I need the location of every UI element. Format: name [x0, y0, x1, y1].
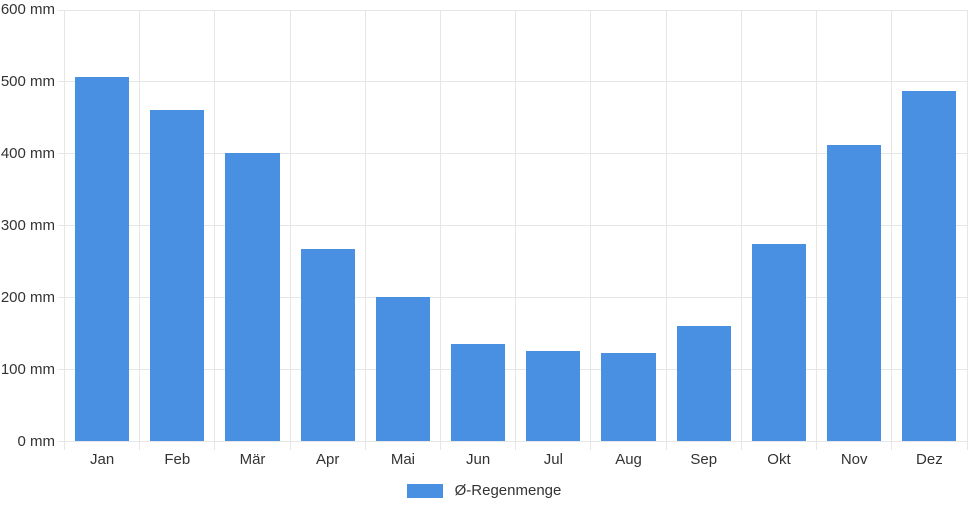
bar-jun[interactable] — [451, 344, 506, 442]
bar-sep[interactable] — [676, 326, 731, 442]
bar-jan[interactable] — [75, 76, 130, 442]
x-axis-tick-label: Feb — [164, 451, 191, 468]
bar-dez[interactable] — [902, 91, 957, 442]
bar-nov[interactable] — [827, 145, 882, 442]
y-axis-tick-label: 100 mm — [0, 360, 55, 378]
x-gridline — [816, 10, 818, 450]
bar-apr[interactable] — [300, 248, 355, 442]
x-gridline — [364, 10, 366, 450]
x-gridline — [440, 10, 442, 450]
y-axis-tick-label: 0 mm — [17, 432, 56, 450]
bar-jul[interactable] — [526, 350, 581, 442]
legend[interactable]: Ø-Regenmenge — [0, 482, 968, 499]
x-axis-tick-label: Mai — [390, 451, 416, 468]
bar-mai[interactable] — [375, 296, 430, 442]
x-axis-tick-label: Aug — [615, 451, 642, 468]
x-axis-tick-label: Apr — [316, 451, 340, 468]
y-gridline — [58, 9, 967, 11]
bar-aug[interactable] — [601, 353, 656, 442]
y-axis-tick-label: 400 mm — [0, 144, 55, 162]
x-gridline — [891, 10, 893, 450]
x-gridline — [214, 10, 216, 450]
y-gridline — [58, 441, 967, 442]
x-axis-tick-label: Sep — [690, 451, 718, 468]
bar-mär[interactable] — [225, 153, 280, 442]
y-axis-tick-label: 500 mm — [0, 72, 55, 90]
bar-okt[interactable] — [751, 243, 807, 442]
bar-feb[interactable] — [150, 109, 205, 442]
x-axis-tick-label: Mär — [239, 451, 266, 468]
x-axis-tick-label: Jan — [90, 451, 115, 468]
y-axis-line — [64, 10, 65, 450]
x-gridline — [289, 10, 291, 450]
y-gridline — [58, 153, 967, 155]
y-axis-tick-label: 300 mm — [0, 216, 55, 234]
y-gridline — [58, 369, 967, 371]
x-gridline — [515, 10, 517, 450]
y-gridline — [58, 81, 967, 83]
x-axis-tick-label: Jun — [466, 451, 491, 468]
y-axis-tick-label: 200 mm — [0, 288, 55, 306]
x-gridline — [139, 10, 141, 450]
x-gridline — [966, 10, 968, 450]
legend-swatch-icon — [406, 483, 443, 498]
x-gridline — [590, 10, 592, 450]
x-axis-tick-label: Dez — [916, 451, 943, 468]
x-gridline — [740, 10, 742, 450]
x-gridline — [665, 10, 667, 450]
legend-label: Ø-Regenmenge — [454, 482, 562, 499]
x-axis-tick-label: Okt — [767, 451, 791, 468]
y-axis-tick-label: 600 mm — [0, 1, 55, 18]
y-gridline — [58, 297, 967, 299]
x-axis-tick-label: Nov — [840, 451, 868, 468]
x-axis-tick-label: Jul — [543, 451, 563, 468]
y-gridline — [58, 225, 967, 227]
